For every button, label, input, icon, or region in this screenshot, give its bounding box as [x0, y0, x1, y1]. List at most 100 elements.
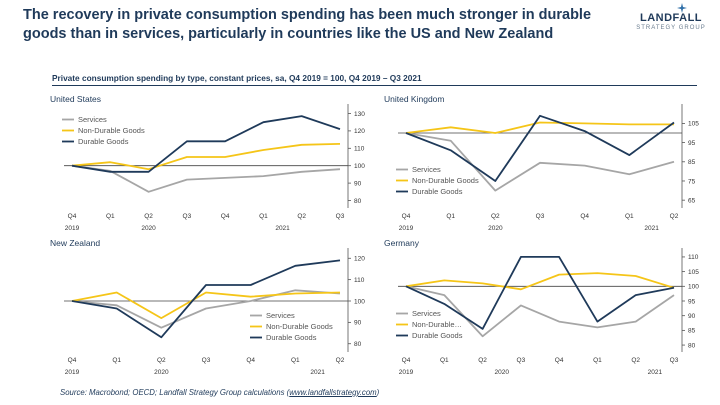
x-tick-label: Q3: [670, 357, 679, 364]
x-tick-label: Q4: [68, 213, 77, 220]
y-tick-label: 80: [354, 341, 362, 348]
x-year-label: 2021: [644, 225, 659, 232]
x-tick-label: Q4: [580, 213, 589, 220]
y-tick-label: 80: [688, 342, 696, 349]
legend-label-services: Services: [412, 165, 441, 174]
x-tick-label: Q3: [183, 213, 192, 220]
y-tick-label: 75: [688, 178, 696, 185]
x-tick-label: Q3: [536, 213, 545, 220]
source-prefix: Source: Macrobond; OECD; Landfall Strate…: [60, 388, 290, 397]
x-tick-label: Q2: [631, 357, 640, 364]
panel-title: United Kingdom: [384, 94, 444, 104]
panel-title: Germany: [384, 238, 420, 248]
panel-title: New Zealand: [50, 238, 100, 248]
x-tick-label: Q3: [517, 357, 526, 364]
series-line-services: [71, 289, 341, 329]
logo-tagline: STRATEGY GROUP: [636, 25, 706, 31]
x-year-label: 2019: [65, 225, 80, 232]
x-tick-label: Q1: [593, 357, 602, 364]
y-tick-label: 110: [354, 277, 365, 284]
x-tick-label: Q1: [291, 357, 300, 364]
x-tick-label: Q1: [440, 357, 449, 364]
y-tick-label: 130: [354, 111, 365, 118]
legend-label-durable: Durable Goods: [412, 331, 463, 340]
x-year-label: 2020: [141, 225, 156, 232]
source-suffix: ): [376, 388, 380, 397]
series-line-durable: [405, 255, 675, 330]
x-year-label: 2021: [310, 369, 325, 376]
series-line-durable: [405, 114, 675, 182]
panel-germany: Germany 80 85 90 95 100 105 110 Q4 Q1 Q2 Q3 Q4 Q1 Q2 Q3…: [384, 238, 699, 376]
y-tick-label: 95: [688, 140, 696, 147]
panel-new-zealand: New Zealand 80 90 100 110 120 Q4 Q1 Q2 Q3 Q4 Q1 Q2 20…: [50, 238, 365, 376]
panel-united-states: United States 80 90 100 110 120 130 Q4 Q1 Q2 Q3 Q4 Q…: [50, 94, 365, 232]
x-tick-label: Q2: [157, 357, 166, 364]
y-tick-label: 100: [688, 284, 699, 291]
x-tick-label: Q2: [491, 213, 500, 220]
x-tick-label: Q4: [402, 357, 411, 364]
series-line-non-durable: [71, 291, 341, 319]
y-tick-label: 85: [688, 159, 696, 166]
source-note: Source: Macrobond; OECD; Landfall Strate…: [60, 388, 379, 397]
x-tick-label: Q2: [297, 213, 306, 220]
x-tick-label: Q1: [106, 213, 115, 220]
y-tick-label: 120: [354, 128, 365, 135]
x-year-label: 2021: [275, 225, 290, 232]
landfall-logo: LANDFALL STRATEGY GROUP: [632, 3, 710, 31]
x-tick-label: Q1: [112, 357, 121, 364]
x-tick-label: Q4: [221, 213, 230, 220]
legend-label-durable: Durable Goods: [412, 187, 463, 196]
legend-label-services: Services: [412, 309, 441, 318]
x-year-label: 2019: [65, 369, 80, 376]
source-link[interactable]: www.landfallstrategy.com: [289, 388, 377, 397]
x-year-label: 2020: [154, 369, 169, 376]
x-tick-label: Q3: [202, 357, 211, 364]
x-tick-label: Q4: [68, 357, 77, 364]
legend-label-services: Services: [266, 311, 295, 320]
star-icon: [677, 3, 687, 13]
series-line-durable: [71, 115, 341, 173]
series-line-non-durable: [405, 272, 675, 291]
y-tick-label: 110: [354, 146, 365, 153]
y-tick-label: 90: [688, 313, 696, 320]
x-tick-label: Q2: [144, 213, 153, 220]
panel-title: United States: [50, 94, 101, 104]
series-line-non-durable: [71, 143, 341, 171]
headline: The recovery in private consumption spen…: [23, 7, 592, 42]
legend-label-durable: Durable Goods: [78, 137, 129, 146]
x-tick-label: Q1: [446, 213, 455, 220]
x-tick-label: Q2: [336, 357, 345, 364]
x-year-label: 2019: [399, 225, 414, 232]
y-tick-label: 105: [688, 269, 699, 276]
x-tick-label: Q2: [670, 213, 679, 220]
x-tick-label: Q4: [555, 357, 564, 364]
y-tick-label: 120: [354, 256, 365, 263]
legend-label-non-durable: Non-Durable Goods: [412, 176, 479, 185]
y-tick-label: 110: [688, 254, 699, 261]
series-line-non-durable: [405, 121, 674, 134]
legend-label-non-durable: Non-Durable Goods: [266, 322, 333, 331]
x-year-label: 2020: [494, 369, 509, 376]
y-tick-label: 65: [688, 197, 696, 204]
chart-subtitle: Private consumption spending by type, co…: [52, 73, 422, 83]
legend-label-durable: Durable Goods: [266, 333, 317, 342]
series-line-services: [71, 164, 341, 193]
x-tick-label: Q4: [402, 213, 411, 220]
series-line-durable: [71, 259, 341, 339]
y-tick-label: 80: [354, 198, 362, 205]
x-year-label: 2020: [488, 225, 503, 232]
logo-wordmark: LANDFALL: [639, 12, 703, 24]
y-tick-label: 90: [354, 180, 362, 187]
x-tick-label: Q1: [625, 213, 634, 220]
series-line-services: [405, 285, 675, 338]
legend-label-non-durable: Non-Durable Goods: [78, 126, 145, 135]
x-year-label: 2021: [648, 369, 663, 376]
y-tick-label: 100: [354, 163, 365, 170]
x-tick-label: Q3: [336, 213, 345, 220]
panel-united-kingdom: United Kingdom 65 75 85 95 105 Q4 Q1 Q2 Q3 Q4 Q1 Q2 2…: [384, 94, 699, 232]
legend-label-services: Services: [78, 115, 107, 124]
series-line-services: [405, 132, 675, 192]
y-tick-label: 85: [688, 328, 696, 335]
y-tick-label: 105: [688, 121, 699, 128]
x-tick-label: Q2: [478, 357, 487, 364]
